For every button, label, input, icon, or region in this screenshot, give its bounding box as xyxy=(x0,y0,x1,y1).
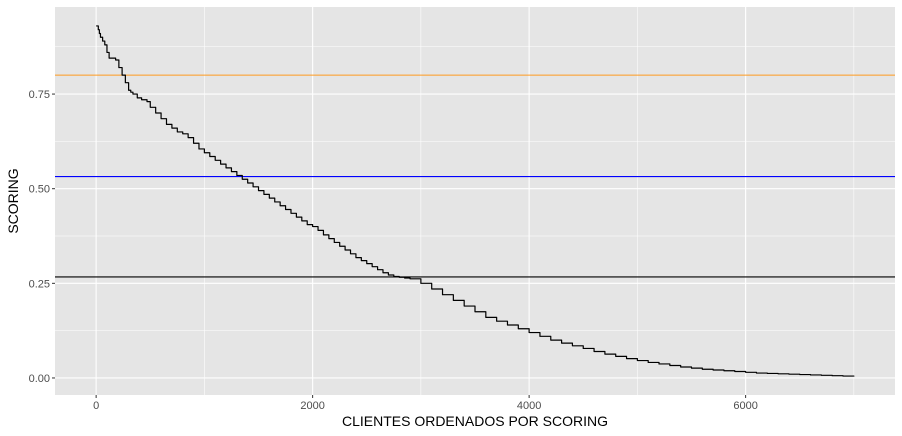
x-tick-label: 0 xyxy=(93,400,99,412)
major-grid xyxy=(55,7,895,395)
x-axis: 0 2000 4000 6000 xyxy=(93,395,758,412)
x-tick-label: 6000 xyxy=(733,400,757,412)
y-tick-label: 0.00 xyxy=(29,373,50,385)
y-axis: 0.00 0.25 0.50 0.75 xyxy=(29,89,55,385)
scoring-series-line xyxy=(96,25,855,377)
series-layer xyxy=(96,25,855,377)
y-tick-label: 0.75 xyxy=(29,89,50,101)
y-tick-label: 0.25 xyxy=(29,278,50,290)
plot-panel xyxy=(55,7,895,395)
threshold-lines xyxy=(55,74,895,278)
y-axis-title: SCORING xyxy=(5,168,21,233)
x-tick-label: 4000 xyxy=(517,400,541,412)
x-axis-title: CLIENTES ORDENADOS POR SCORING xyxy=(342,413,608,429)
y-tick-label: 0.50 xyxy=(29,184,50,196)
x-tick-label: 2000 xyxy=(300,400,324,412)
minor-grid xyxy=(55,7,895,395)
